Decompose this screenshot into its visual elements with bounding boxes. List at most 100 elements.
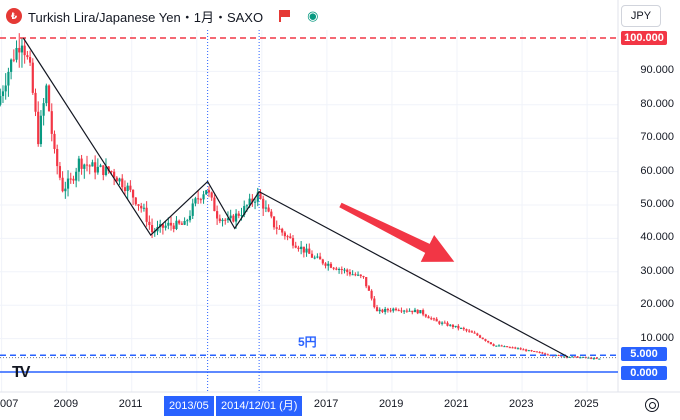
candle [137, 204, 140, 211]
candle [462, 326, 465, 331]
candle-body [465, 329, 468, 331]
candle [403, 309, 406, 314]
candle-body [476, 333, 479, 336]
candle-body [557, 355, 560, 357]
candle [251, 194, 254, 207]
flag-icon[interactable] [277, 9, 291, 23]
candle-body [440, 322, 444, 324]
candle [392, 307, 395, 313]
candle-body [207, 190, 211, 193]
candle-body [221, 219, 224, 222]
candle [533, 350, 536, 353]
candle [381, 308, 384, 314]
candle-body [403, 310, 406, 312]
currency-button[interactable]: JPY [621, 5, 661, 27]
candle [427, 315, 430, 319]
candle-body [123, 187, 127, 192]
candle-body [224, 219, 227, 221]
candle-body [262, 198, 265, 209]
candle-body [0, 96, 2, 105]
candle [329, 261, 333, 269]
candle-body [118, 178, 121, 182]
candle-body [47, 85, 51, 112]
price-badge-100[interactable]: 100.000 [621, 31, 667, 45]
candle-body [197, 198, 200, 200]
candle [96, 158, 99, 175]
candle [538, 351, 541, 354]
candle-body [77, 158, 80, 172]
candle [169, 216, 173, 231]
candle [142, 203, 146, 212]
candle-body [115, 177, 118, 182]
candle-body [579, 357, 582, 359]
symbol-title[interactable]: Turkish Lira/Japanese Yen・1月・SAXO [28, 9, 264, 25]
candle-body [411, 310, 414, 313]
candle [451, 324, 455, 330]
candle [443, 320, 446, 324]
candle-body [487, 340, 490, 343]
candle-body [164, 225, 167, 228]
candle [411, 310, 414, 315]
candle [527, 349, 530, 352]
candle [446, 321, 449, 327]
settings-icon[interactable] [645, 398, 659, 412]
candle-body [113, 171, 116, 178]
candle-body [53, 133, 56, 149]
candle-body [150, 225, 154, 233]
candle-body [259, 192, 262, 199]
time-tick-label: 2025 [574, 398, 599, 410]
candle [305, 243, 308, 257]
candle-body [91, 162, 94, 167]
candle-body [72, 178, 75, 181]
candle-body [492, 344, 495, 346]
time-marker-badge[interactable]: 2014/12/01 (月) [216, 396, 303, 416]
candle-body [535, 351, 539, 353]
candle [470, 330, 474, 333]
candle-body [245, 205, 249, 207]
candle [478, 334, 482, 339]
candle [351, 270, 354, 276]
candle-body [375, 307, 379, 312]
candle [172, 222, 175, 233]
candle [365, 277, 368, 289]
candle [327, 261, 330, 271]
candle [61, 171, 64, 193]
price-badge-0[interactable]: 0.000 [621, 366, 667, 380]
candle [72, 175, 75, 184]
candle [514, 346, 517, 350]
candle-body [511, 347, 514, 349]
candle [337, 267, 341, 274]
time-marker-badge[interactable]: 2013/05 [164, 396, 214, 416]
candle [275, 220, 278, 235]
eye-icon[interactable]: ◉ [307, 8, 319, 23]
candle [213, 194, 216, 212]
candle-body [332, 267, 335, 269]
candle [77, 155, 80, 182]
price-badge-5[interactable]: 5.000 [621, 347, 667, 362]
candle [69, 172, 72, 184]
candle [500, 344, 503, 347]
candle-body [56, 148, 59, 167]
candle [495, 345, 498, 347]
candle-body [595, 358, 598, 360]
candle [15, 40, 18, 63]
candle-body [313, 257, 316, 259]
candle [28, 50, 32, 66]
candle [432, 317, 436, 322]
tradingview-logo[interactable]: TV [12, 364, 31, 381]
candle [256, 187, 259, 207]
candle-body [340, 269, 343, 271]
candle-body [500, 345, 503, 347]
candle-body [497, 345, 501, 347]
candle [375, 304, 379, 312]
candle-body [319, 256, 322, 260]
candle-body [66, 178, 70, 189]
candle [416, 309, 419, 315]
candle-body [389, 310, 392, 312]
candle [457, 324, 460, 331]
candle-body [438, 321, 441, 324]
annotation-5-yen: 5円 [298, 335, 317, 349]
candle-body [178, 220, 181, 224]
